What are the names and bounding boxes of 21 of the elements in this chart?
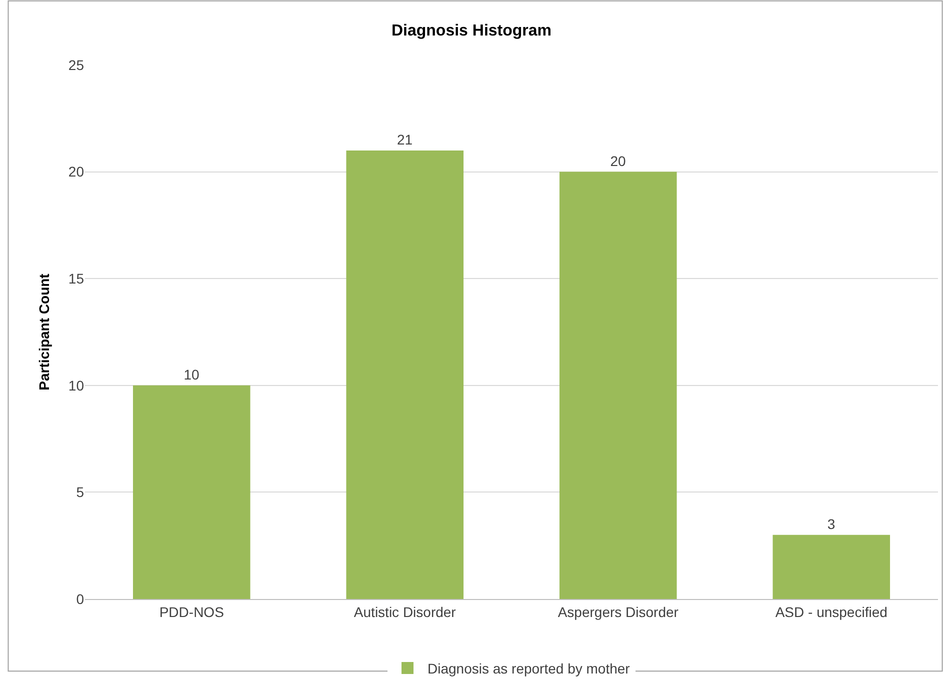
data-label: 20 (610, 152, 626, 169)
data-label: 10 (184, 366, 200, 382)
bar (346, 150, 464, 599)
y-axis-title: Participant Count (36, 273, 52, 390)
legend-label: Diagnosis as reported by mother (428, 660, 630, 676)
y-tick-label: 15 (68, 270, 84, 286)
y-tick-label: 20 (68, 164, 84, 180)
y-tick-label: 25 (68, 56, 84, 73)
data-label: 3 (827, 516, 836, 532)
bar (132, 385, 250, 599)
chart-title: Diagnosis Histogram (391, 22, 552, 40)
x-tick-label: Autistic Disorder (354, 604, 456, 620)
x-tick-label: Aspergers Disorder (558, 604, 679, 620)
x-tick-label: PDD-NOS (159, 604, 224, 620)
y-tick-label: 0 (76, 590, 84, 607)
bar (772, 534, 890, 599)
y-tick-label: 10 (68, 377, 84, 394)
data-label: 21 (396, 131, 413, 148)
x-tick-label: ASD - unspecified (775, 604, 888, 620)
bar (559, 172, 677, 599)
y-tick-label: 5 (76, 484, 84, 500)
